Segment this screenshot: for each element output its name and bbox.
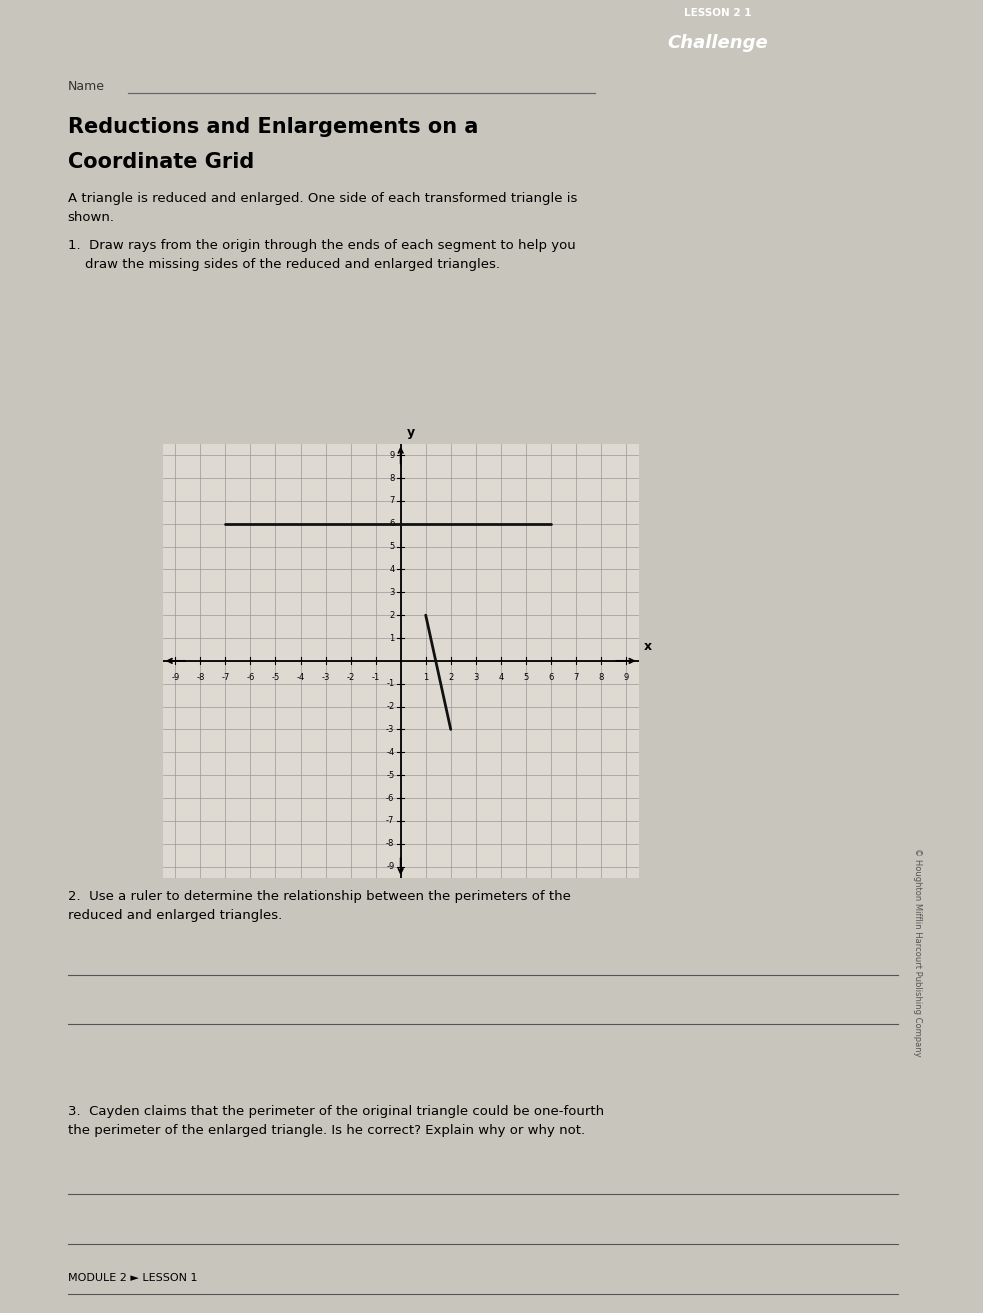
Text: x: x <box>644 639 652 653</box>
Text: -9: -9 <box>171 674 180 683</box>
Text: Coordinate Grid: Coordinate Grid <box>68 152 254 172</box>
Text: -6: -6 <box>246 674 255 683</box>
Text: -5: -5 <box>386 771 394 780</box>
Text: 3: 3 <box>389 588 394 597</box>
Text: 8: 8 <box>389 474 394 482</box>
Text: -2: -2 <box>386 702 394 712</box>
Text: LESSON 2 1: LESSON 2 1 <box>684 8 751 18</box>
Text: -6: -6 <box>386 793 394 802</box>
Text: 1.  Draw rays from the origin through the ends of each segment to help you
    d: 1. Draw rays from the origin through the… <box>68 239 575 270</box>
Text: 9: 9 <box>623 674 629 683</box>
Text: 6: 6 <box>549 674 553 683</box>
Text: 3.  Cayden claims that the perimeter of the original triangle could be one-fourt: 3. Cayden claims that the perimeter of t… <box>68 1106 604 1137</box>
Text: Challenge: Challenge <box>667 34 768 51</box>
Text: 5: 5 <box>523 674 529 683</box>
Text: Name: Name <box>68 80 104 93</box>
Text: 7: 7 <box>573 674 579 683</box>
Text: 3: 3 <box>473 674 479 683</box>
Text: -5: -5 <box>271 674 279 683</box>
Text: A triangle is reduced and enlarged. One side of each transformed triangle is
sho: A triangle is reduced and enlarged. One … <box>68 192 577 223</box>
Text: 2.  Use a ruler to determine the relationship between the perimeters of the
redu: 2. Use a ruler to determine the relation… <box>68 890 570 923</box>
Text: -9: -9 <box>386 863 394 871</box>
Text: 1: 1 <box>423 674 429 683</box>
Text: -2: -2 <box>346 674 355 683</box>
Text: 9: 9 <box>389 450 394 460</box>
Text: y: y <box>407 427 415 439</box>
Text: -7: -7 <box>221 674 230 683</box>
Text: -8: -8 <box>197 674 204 683</box>
Text: -1: -1 <box>386 679 394 688</box>
Text: -4: -4 <box>297 674 305 683</box>
Text: -4: -4 <box>386 748 394 756</box>
Text: -1: -1 <box>372 674 379 683</box>
Text: © Houghton Mifflin Harcourt Publishing Company: © Houghton Mifflin Harcourt Publishing C… <box>912 848 922 1057</box>
Text: 8: 8 <box>599 674 604 683</box>
Text: -7: -7 <box>386 817 394 826</box>
Text: -3: -3 <box>386 725 394 734</box>
Text: 6: 6 <box>389 519 394 528</box>
Text: 4: 4 <box>498 674 503 683</box>
Text: 2: 2 <box>389 611 394 620</box>
Text: 1: 1 <box>389 633 394 642</box>
Text: -3: -3 <box>321 674 329 683</box>
Text: 5: 5 <box>389 542 394 551</box>
Text: Reductions and Enlargements on a: Reductions and Enlargements on a <box>68 117 478 138</box>
Text: MODULE 2 ► LESSON 1: MODULE 2 ► LESSON 1 <box>68 1272 198 1283</box>
Text: 4: 4 <box>389 565 394 574</box>
Text: 7: 7 <box>389 496 394 506</box>
Text: -8: -8 <box>386 839 394 848</box>
Text: 2: 2 <box>448 674 453 683</box>
